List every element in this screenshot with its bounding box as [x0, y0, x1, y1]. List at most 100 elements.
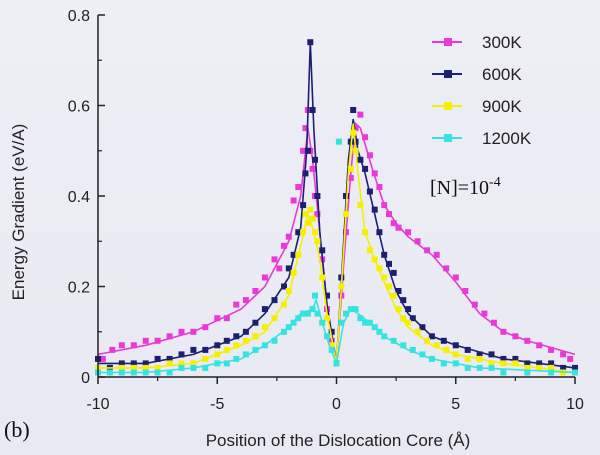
data-point-300K	[386, 211, 392, 218]
data-point-1200K	[476, 364, 483, 371]
data-point-600K	[295, 229, 302, 236]
data-point-600K	[319, 247, 326, 254]
data-point-600K	[386, 260, 392, 267]
data-point-300K	[567, 355, 574, 362]
data-point-300K	[271, 256, 278, 263]
data-point-300K	[281, 242, 287, 249]
data-point-900K	[252, 333, 259, 340]
data-point-600K	[261, 306, 268, 313]
annotation-base: [N]=10	[430, 177, 489, 199]
y-tick-label: 0.2	[68, 280, 90, 297]
annotation-exponent: -4	[489, 175, 501, 190]
data-point-1200K	[314, 310, 321, 317]
data-point-600K	[488, 351, 495, 358]
data-point-600K	[166, 355, 173, 362]
data-point-600K	[371, 206, 378, 213]
data-point-600K	[307, 39, 314, 46]
data-point-300K	[166, 333, 173, 340]
data-point-1200K	[142, 369, 149, 376]
data-point-300K	[99, 355, 106, 362]
data-point-900K	[476, 355, 483, 362]
x-tick-label: 0	[332, 396, 341, 413]
series-900K	[95, 123, 578, 376]
data-point-300K	[190, 328, 197, 335]
data-point-900K	[166, 360, 173, 367]
data-point-1200K	[381, 333, 388, 340]
data-point-900K	[548, 364, 555, 371]
data-point-300K	[109, 346, 116, 353]
legend-label: 300K	[482, 33, 522, 52]
data-point-900K	[433, 342, 440, 349]
data-point-600K	[233, 333, 240, 340]
data-point-600K	[130, 360, 137, 367]
data-point-300K	[390, 220, 397, 227]
legend-item-600K: 600K	[432, 65, 522, 84]
data-point-1200K	[488, 364, 495, 371]
data-point-900K	[371, 256, 378, 263]
data-point-600K	[304, 147, 311, 154]
data-point-600K	[300, 202, 307, 209]
data-point-900K	[223, 346, 230, 353]
data-point-300K	[142, 337, 149, 344]
data-point-900K	[488, 360, 495, 367]
data-point-1200K	[319, 319, 326, 326]
data-point-900K	[118, 364, 125, 371]
data-point-900K	[178, 360, 185, 367]
data-point-300K	[395, 224, 402, 231]
data-point-900K	[300, 229, 307, 236]
data-point-1200K	[335, 138, 342, 145]
data-point-900K	[424, 337, 431, 344]
data-point-1200K	[202, 364, 209, 371]
data-point-1200K	[376, 328, 383, 335]
data-point-900K	[302, 211, 309, 218]
x-tick-label: -5	[210, 396, 224, 413]
data-point-900K	[414, 328, 421, 335]
data-point-300K	[233, 301, 240, 308]
data-point-300K	[366, 152, 373, 159]
data-point-900K	[130, 364, 137, 371]
data-point-600K	[252, 319, 259, 326]
data-point-300K	[314, 211, 321, 218]
data-point-900K	[285, 288, 292, 294]
concentration-annotation: [N]=10-4	[430, 175, 501, 199]
data-point-1200K	[464, 364, 471, 371]
data-point-900K	[443, 346, 450, 353]
data-point-900K	[312, 229, 318, 236]
data-point-1200K	[338, 319, 345, 326]
legend-marker	[444, 102, 452, 110]
data-point-1200K	[166, 369, 173, 376]
data-point-1200K	[409, 346, 416, 353]
data-point-600K	[548, 360, 555, 367]
data-point-300K	[357, 111, 364, 118]
data-point-600K	[419, 324, 426, 331]
data-point-900K	[347, 165, 354, 172]
data-point-300K	[214, 315, 221, 322]
series-line-900K	[98, 123, 576, 374]
data-point-300K	[242, 297, 249, 304]
data-point-600K	[202, 346, 209, 353]
data-point-1200K	[261, 342, 268, 349]
data-point-300K	[261, 274, 268, 281]
data-point-900K	[314, 238, 321, 245]
y-tick-label: 0.8	[68, 8, 90, 25]
data-point-900K	[381, 274, 388, 281]
data-point-600K	[572, 364, 578, 371]
data-point-600K	[271, 297, 278, 304]
data-point-1200K	[190, 364, 197, 371]
data-point-300K	[118, 342, 125, 349]
data-point-1200K	[419, 351, 426, 358]
data-point-300K	[362, 134, 369, 141]
data-point-900K	[233, 342, 240, 349]
data-point-600K	[409, 315, 416, 322]
data-point-1200K	[362, 319, 369, 326]
data-point-1200K	[214, 360, 221, 367]
data-point-1200K	[347, 306, 354, 313]
data-point-600K	[464, 346, 471, 353]
data-point-600K	[405, 306, 412, 313]
data-point-300K	[424, 247, 431, 254]
series-layer	[95, 39, 578, 376]
data-point-300K	[285, 233, 292, 240]
data-point-900K	[452, 351, 459, 358]
data-point-900K	[214, 351, 221, 358]
